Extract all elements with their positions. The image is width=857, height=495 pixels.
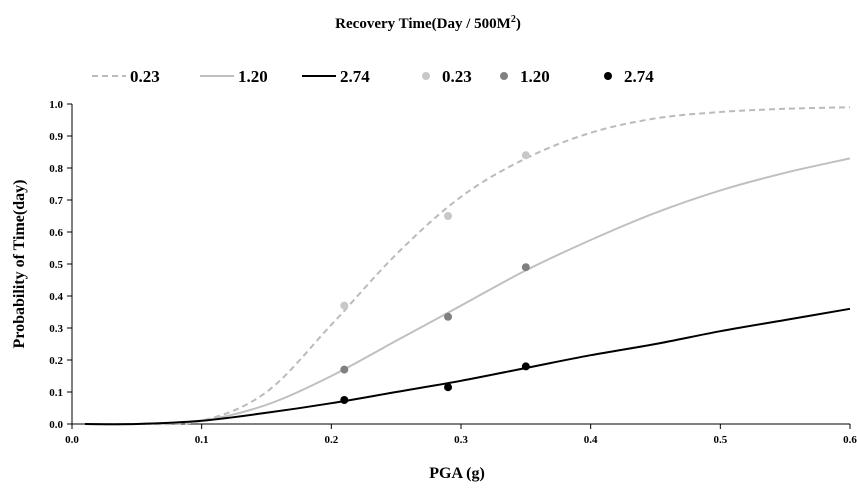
x-tick-label: 0.4 xyxy=(584,434,598,446)
data-point-0-23 xyxy=(340,301,349,310)
x-axis-label: PGA (g) xyxy=(429,465,485,482)
plot-area xyxy=(71,104,851,426)
legend-label: 0.23 xyxy=(442,67,472,86)
legend-label: 2.74 xyxy=(624,67,654,86)
data-point-2-74 xyxy=(340,396,349,404)
legend-marker xyxy=(500,72,508,80)
x-tick-label: 0.1 xyxy=(195,434,209,446)
y-tick-label: 0.7 xyxy=(49,195,63,207)
data-point-2-74 xyxy=(444,383,453,392)
data-point-0-23 xyxy=(444,212,453,220)
legend-label: 0.23 xyxy=(130,67,160,86)
legend-label: 1.20 xyxy=(238,67,268,86)
y-tick-label: 1.0 xyxy=(49,99,63,111)
x-tick-label: 0.5 xyxy=(713,434,727,446)
data-point-0-23 xyxy=(521,151,530,160)
series-line-2-74 xyxy=(84,307,851,426)
legend-marker xyxy=(604,72,612,80)
y-tick-label: 0.9 xyxy=(49,131,63,143)
y-tick-label: 0.3 xyxy=(49,323,63,335)
series-line-1-20 xyxy=(84,157,851,426)
legend: 0.23 1.20 2.74 0.23 1.20 2.74 xyxy=(92,67,654,86)
chart-title-suffix: ) xyxy=(516,16,521,32)
data-point-1-20 xyxy=(444,312,453,321)
y-tick-label: 0.1 xyxy=(49,387,63,399)
y-tick-label: 0.5 xyxy=(49,259,63,271)
data-point-1-20 xyxy=(340,365,349,374)
data-point-2-74 xyxy=(521,362,530,371)
x-tick-label: 0.3 xyxy=(454,434,468,446)
y-axis-ticks: 0.0 0.1 0.2 0.3 0.4 0.5 0.6 0.7 0.8 0.9 1.0 xyxy=(49,99,72,431)
x-tick-label: 0.0 xyxy=(65,434,79,446)
y-tick-label: 0.0 xyxy=(49,419,63,431)
series-line-0-23-dashed xyxy=(84,106,851,426)
data-point-1-20 xyxy=(521,263,530,272)
chart-title-main: Recovery Time(Day / 500M xyxy=(335,16,511,32)
legend-label: 1.20 xyxy=(520,67,550,86)
chart-title: Recovery Time(Day / 500M2) xyxy=(335,14,521,32)
x-tick-label: 0.2 xyxy=(324,434,338,446)
legend-label: 2.74 xyxy=(340,67,370,86)
y-tick-label: 0.8 xyxy=(49,163,63,175)
y-tick-label: 0.4 xyxy=(49,291,63,303)
chart-title-superscript: 2 xyxy=(511,14,516,25)
y-axis-label: Probability of Time(day) xyxy=(11,180,28,349)
y-tick-label: 0.6 xyxy=(49,227,63,239)
x-axis-ticks: 0.0 0.1 0.2 0.3 0.4 0.5 0.6 xyxy=(65,424,857,446)
legend-marker xyxy=(422,72,430,80)
x-tick-label: 0.6 xyxy=(843,434,857,446)
svg-text:Recovery Time(Day / 500M2): Recovery Time(Day / 500M2) xyxy=(335,14,521,32)
y-tick-label: 0.2 xyxy=(49,355,63,367)
